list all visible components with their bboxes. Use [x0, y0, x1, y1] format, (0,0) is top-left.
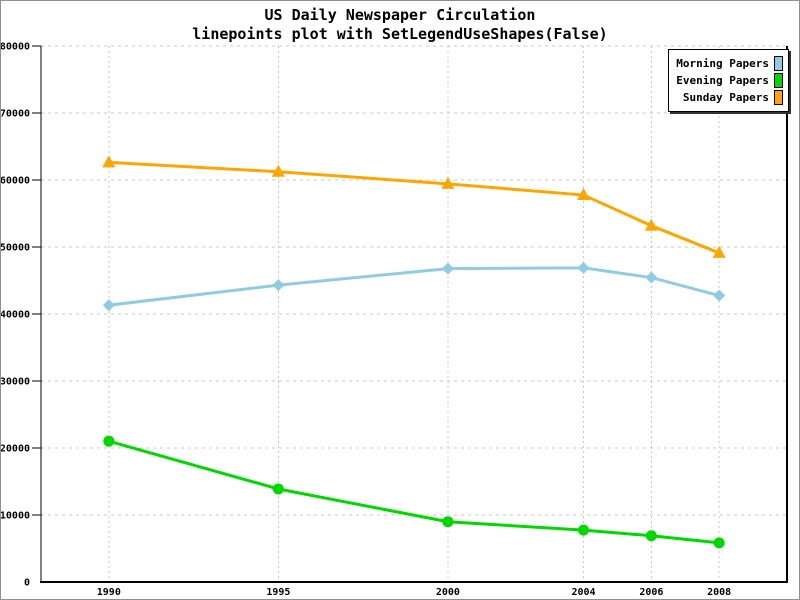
series-morning-papers: [102, 261, 726, 312]
data-point-sunday-papers: [441, 176, 455, 189]
legend-item-morning-papers: Morning Papers: [673, 55, 783, 72]
data-point-sunday-papers: [712, 245, 726, 258]
data-point-sunday-papers: [577, 188, 591, 201]
legend-box: Morning Papers Evening Papers Sunday Pap…: [668, 49, 789, 112]
series-evening-papers: [103, 435, 725, 549]
y-tick-label: 0: [24, 578, 30, 589]
data-point-evening-papers: [645, 530, 657, 542]
data-point-evening-papers: [272, 483, 284, 495]
y-tick-label: 40000: [1, 310, 30, 321]
legend-label-evening-papers: Evening Papers: [676, 74, 769, 87]
legend-label-morning-papers: Morning Papers: [676, 57, 769, 70]
chart-title-block: US Daily Newspaper Circulation linepoint…: [1, 6, 799, 44]
y-tick-label: 10000: [1, 511, 30, 522]
x-tick-label: 2006: [639, 587, 663, 598]
x-tick-labels: 1990 1995 2000 2004 2006 2008: [97, 587, 731, 598]
legend-label-sunday-papers: Sunday Papers: [682, 91, 769, 104]
x-tick-label: 2000: [436, 587, 460, 598]
data-point-morning-papers: [645, 271, 658, 284]
series-evening-papers-line: [108, 439, 720, 545]
y-tick-label: 60000: [1, 176, 30, 187]
legend-swatch-morning-papers: [774, 56, 783, 71]
legend-item-evening-papers: Evening Papers: [673, 72, 783, 89]
x-tick-label: 1990: [97, 587, 121, 598]
data-point-evening-papers: [578, 524, 590, 536]
x-tick-label: 1995: [266, 587, 290, 598]
legend-swatch-evening-papers: [774, 73, 783, 88]
data-point-evening-papers: [442, 516, 454, 528]
x-tick-label: 2004: [571, 587, 595, 598]
x-tick-label: 2008: [707, 587, 731, 598]
data-point-evening-papers: [713, 537, 725, 549]
axes: [32, 45, 788, 583]
data-point-morning-papers: [272, 279, 285, 292]
chart-subtitle: linepoints plot with SetLegendUseShapes(…: [192, 25, 608, 43]
series-sunday-papers: [102, 155, 726, 258]
data-point-evening-papers: [103, 435, 115, 447]
y-tick-label: 80000: [1, 42, 30, 53]
data-point-morning-papers: [441, 262, 454, 275]
y-tick-label: 70000: [1, 109, 30, 120]
data-point-sunday-papers: [102, 155, 116, 168]
data-point-sunday-papers: [644, 218, 658, 231]
series-morning-papers-line: [108, 266, 720, 307]
legend-swatch-sunday-papers: [774, 90, 783, 105]
data-point-sunday-papers: [271, 164, 285, 177]
data-point-morning-papers: [577, 261, 590, 274]
gridlines: [41, 45, 787, 582]
y-tick-label: 20000: [1, 444, 30, 455]
y-tick-labels: 0 10000 20000 30000 40000 50000 60000 70000 8000…: [1, 42, 30, 589]
y-tick-label: 50000: [1, 243, 30, 254]
y-tick-label: 30000: [1, 377, 30, 388]
data-point-morning-papers: [102, 299, 115, 312]
legend-item-sunday-papers: Sunday Papers: [673, 89, 783, 106]
data-point-morning-papers: [713, 289, 726, 302]
series-sunday-papers-line: [108, 160, 720, 255]
chart-title: US Daily Newspaper Circulation: [264, 6, 536, 24]
